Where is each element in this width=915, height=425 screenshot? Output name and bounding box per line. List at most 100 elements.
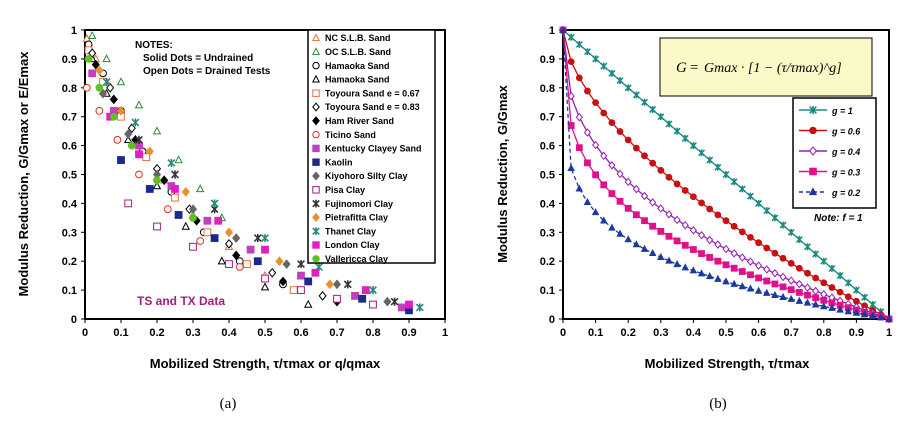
- legend-label: Ticino Sand: [325, 130, 376, 140]
- legend-marker: [312, 255, 320, 263]
- series-point: [779, 283, 787, 291]
- series-point: [567, 58, 575, 65]
- x-tick-label: 0.5: [718, 327, 733, 339]
- scatter-point: [297, 271, 305, 280]
- series-point: [714, 163, 722, 171]
- notes-title: NOTES:: [135, 40, 173, 51]
- y-tick-label: 0.7: [62, 112, 77, 124]
- series-point: [779, 292, 787, 300]
- series-point: [714, 257, 722, 265]
- scatter-point: [152, 126, 162, 135]
- series-point: [763, 288, 771, 296]
- series-point: [868, 311, 877, 319]
- scatter-point: [405, 300, 413, 309]
- legend-marker: [312, 171, 320, 181]
- notes-box: NOTES: Solid Dots = Undrained Open Dots …: [135, 40, 271, 77]
- series-point: [706, 205, 714, 213]
- scatter-point: [167, 158, 176, 168]
- scatter-point: [203, 228, 212, 237]
- axis-ticks-b: 0 0.1 0.2 0.3 0.4 0.5 0.6 0.7 0.8 0.9 1 0 0.1 0.2 0.3 0…: [540, 25, 892, 339]
- scatter-point: [243, 260, 251, 268]
- x-tick-label: 0.1: [113, 327, 128, 339]
- scatter-point: [397, 303, 406, 312]
- series-point: [690, 193, 697, 201]
- scatter-points-a: [82, 30, 424, 315]
- series-point: [624, 204, 632, 212]
- series-point: [795, 296, 804, 304]
- equation-eq: =: [690, 60, 698, 76]
- scatter-point: [174, 211, 183, 219]
- scatter-point: [361, 286, 370, 295]
- scatter-point: [214, 216, 223, 225]
- legend-label: London Clay: [325, 240, 380, 250]
- x-tick-label: 0.6: [293, 327, 308, 339]
- scatter-point: [261, 274, 269, 283]
- series-point: [771, 214, 779, 222]
- series-point: [608, 119, 616, 126]
- series-point: [836, 288, 844, 296]
- scatter-point: [124, 129, 133, 139]
- series-point: [681, 220, 689, 230]
- notes-solid: Solid Dots = Undrained: [143, 53, 253, 64]
- series-point: [649, 222, 657, 230]
- scatter-point: [224, 227, 234, 238]
- y-tick-label: 0.5: [62, 170, 77, 182]
- scatter-point: [358, 294, 367, 303]
- series-point: [787, 276, 795, 285]
- panel-caption-a: (a): [220, 396, 237, 412]
- legend-label: Kaolin: [325, 157, 353, 167]
- series-point: [640, 244, 649, 252]
- annotation-ts-tx: TS and TX Data: [137, 294, 225, 308]
- series-point: [591, 208, 600, 216]
- series-point: [648, 248, 657, 257]
- legend-marker: [312, 102, 320, 112]
- legend-label: Hamaoka Sand: [325, 75, 390, 85]
- scatter-point: [145, 146, 154, 157]
- legend-marker: [312, 186, 320, 194]
- y-tick-label: 0.1: [540, 285, 555, 297]
- scatter-point: [196, 237, 205, 245]
- legend-marker: [312, 144, 320, 153]
- series-point: [722, 171, 730, 178]
- series-point: [698, 199, 705, 207]
- series-point: [828, 284, 836, 291]
- scatter-point: [189, 213, 197, 222]
- scatter-point: [106, 82, 115, 93]
- scatter-point: [160, 175, 169, 186]
- series-point: [779, 272, 787, 282]
- equation-rhs: Gmax · [1 − (τ/τmax)^g]: [704, 61, 842, 76]
- series-point: [575, 112, 583, 122]
- scatter-point: [98, 88, 108, 99]
- series-point: [771, 249, 779, 257]
- scatter-point: [174, 155, 183, 164]
- scatter-point: [225, 260, 233, 268]
- y-tick-label: 0.1: [62, 285, 77, 297]
- x-tick-label: 0.6: [751, 327, 766, 339]
- note-f: Note: f = 1: [814, 213, 863, 224]
- series-point: [697, 230, 706, 240]
- scatter-point: [297, 286, 305, 295]
- scatter-point: [217, 256, 227, 265]
- x-tick-label: 0: [82, 327, 88, 339]
- series-point: [730, 178, 738, 186]
- scatter-point: [91, 59, 100, 70]
- series-point: [641, 217, 648, 225]
- series-point: [706, 235, 714, 245]
- legend-label: g = 0.3: [831, 168, 860, 178]
- y-tick-label: 0.9: [62, 54, 77, 66]
- scatter-point: [102, 77, 111, 87]
- scatter-point: [142, 153, 151, 162]
- legend-marker: [312, 199, 320, 208]
- legend-marker: [312, 158, 320, 166]
- series-point: [665, 256, 673, 264]
- x-tick-label: 0.1: [588, 327, 603, 339]
- scatter-point: [289, 286, 298, 295]
- scatter-point: [232, 233, 241, 243]
- series-point: [665, 210, 673, 219]
- legend-b: g = 1 g = 0.6 g = 0.4 g = 0.3 g = 0.2: [799, 106, 861, 198]
- legend-marker: [311, 74, 321, 83]
- series-point: [689, 142, 697, 150]
- scatter-point: [135, 135, 143, 144]
- series-point: [632, 184, 640, 194]
- series-point: [747, 233, 754, 241]
